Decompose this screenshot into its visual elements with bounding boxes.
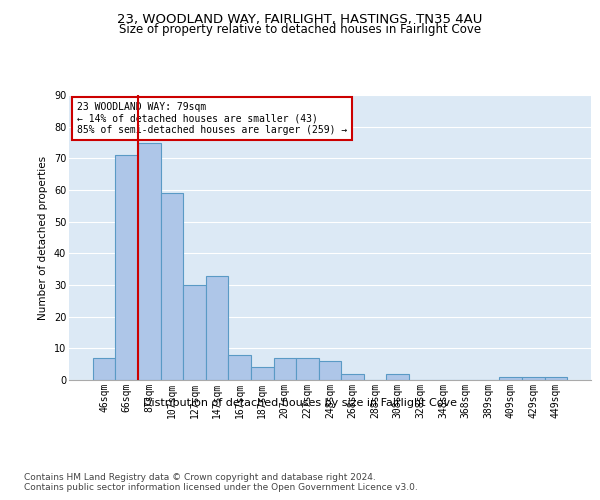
Bar	[251, 368, 274, 380]
Text: Distribution of detached houses by size in Fairlight Cove: Distribution of detached houses by size …	[143, 398, 457, 407]
Bar	[115, 155, 138, 380]
Bar	[341, 374, 364, 380]
Bar	[319, 361, 341, 380]
Bar	[386, 374, 409, 380]
Text: 23, WOODLAND WAY, FAIRLIGHT, HASTINGS, TN35 4AU: 23, WOODLAND WAY, FAIRLIGHT, HASTINGS, T…	[118, 12, 482, 26]
Bar	[138, 142, 161, 380]
Text: Contains HM Land Registry data © Crown copyright and database right 2024.: Contains HM Land Registry data © Crown c…	[24, 472, 376, 482]
Bar	[206, 276, 229, 380]
Text: Size of property relative to detached houses in Fairlight Cove: Size of property relative to detached ho…	[119, 22, 481, 36]
Bar	[93, 358, 115, 380]
Bar	[522, 377, 545, 380]
Bar	[499, 377, 522, 380]
Bar	[229, 354, 251, 380]
Bar	[296, 358, 319, 380]
Text: Contains public sector information licensed under the Open Government Licence v3: Contains public sector information licen…	[24, 484, 418, 492]
Bar	[161, 193, 183, 380]
Bar	[183, 285, 206, 380]
Text: 23 WOODLAND WAY: 79sqm
← 14% of detached houses are smaller (43)
85% of semi-det: 23 WOODLAND WAY: 79sqm ← 14% of detached…	[77, 102, 347, 136]
Bar	[545, 377, 567, 380]
Y-axis label: Number of detached properties: Number of detached properties	[38, 156, 48, 320]
Bar	[274, 358, 296, 380]
